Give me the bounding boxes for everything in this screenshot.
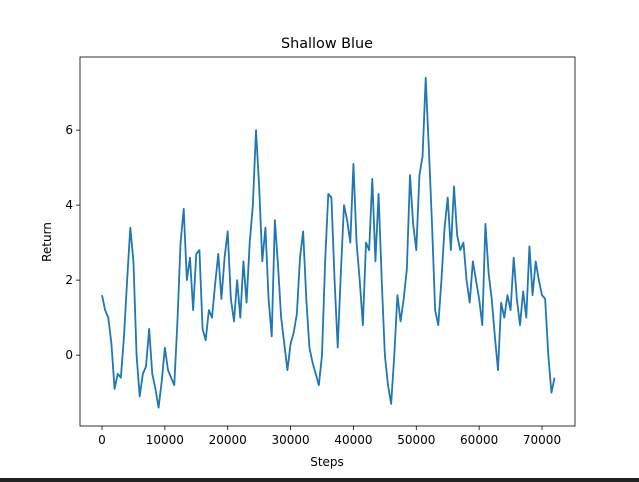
x-tick-label: 70000 [523, 433, 561, 447]
x-tick-label: 40000 [334, 433, 372, 447]
y-tick-label: 0 [65, 348, 73, 362]
x-tick-label: 50000 [397, 433, 435, 447]
x-tick-label: 60000 [460, 433, 498, 447]
x-tick-label: 10000 [146, 433, 184, 447]
y-tick-label: 4 [65, 198, 73, 212]
y-tick-label: 6 [65, 123, 73, 137]
y-axis-label: Return [40, 222, 54, 262]
x-tick-label: 20000 [209, 433, 247, 447]
chart-title: Shallow Blue [281, 36, 373, 52]
x-tick-label: 0 [98, 433, 106, 447]
screen-edge [0, 478, 639, 482]
data-line [101, 76, 556, 409]
x-axis-label: Steps [310, 455, 344, 469]
plot-frame [79, 56, 576, 427]
y-tick-label: 2 [65, 273, 73, 287]
x-tick-label: 30000 [271, 433, 309, 447]
